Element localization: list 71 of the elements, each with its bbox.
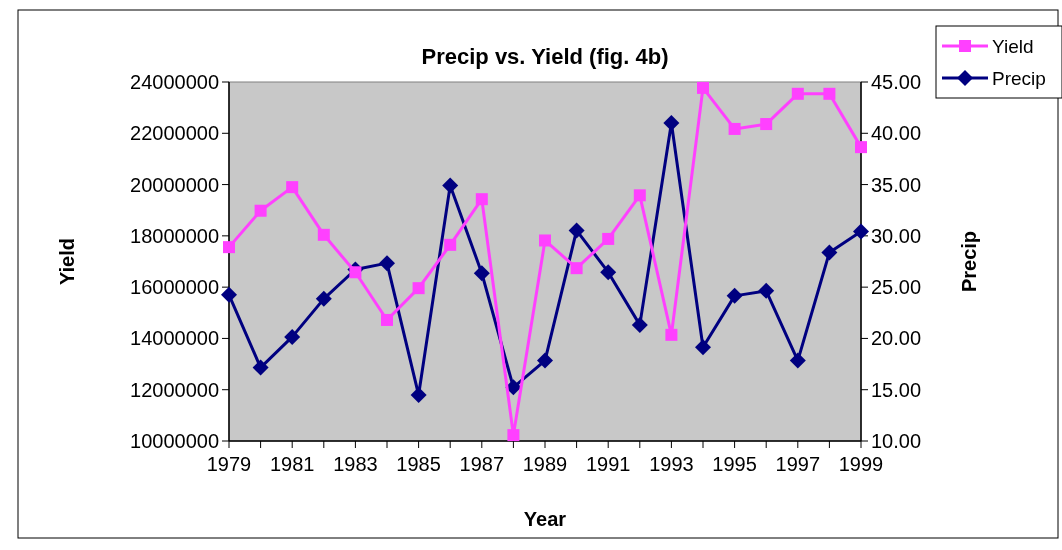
x-tick-label: 1997 [775, 453, 821, 475]
y2-tick-label: 40.00 [871, 122, 922, 145]
y2-tick-label: 20.00 [871, 327, 922, 350]
point [695, 339, 711, 356]
point [286, 181, 299, 194]
y-tick-label: 18000000 [130, 224, 219, 247]
y-tick-label: 24000000 [130, 71, 219, 93]
point [855, 141, 867, 154]
y2-tick-label: 25.00 [871, 276, 922, 299]
x-tick-label: 1987 [459, 453, 505, 475]
point [665, 328, 678, 341]
chart-title: Precip vs. Yield (fig. 4b) [421, 44, 669, 69]
point [568, 222, 585, 239]
point [853, 223, 869, 240]
point [633, 189, 646, 202]
x-tick-label: 1985 [396, 453, 441, 475]
y-tick-label: 14000000 [130, 327, 219, 350]
y-tick-label: 16000000 [130, 276, 219, 299]
point [442, 177, 459, 194]
point [697, 81, 709, 94]
x-tick-label: 1999 [838, 453, 884, 475]
point [223, 241, 235, 254]
point [475, 193, 488, 206]
point [570, 262, 583, 275]
y2-tick-label: 45.00 [871, 71, 922, 93]
point [473, 265, 490, 282]
x-tick-label: 1979 [206, 453, 252, 475]
point [537, 352, 553, 369]
x-axis-title: Year [523, 508, 567, 530]
point [789, 352, 806, 369]
point [252, 359, 269, 376]
point [254, 204, 267, 217]
point [379, 255, 395, 272]
x-tick-label: 1991 [585, 453, 631, 475]
point [726, 287, 743, 304]
point [728, 122, 741, 135]
point [602, 232, 615, 245]
y-tick-label: 10000000 [130, 430, 219, 452]
x-tick-label: 1981 [269, 453, 315, 475]
y2-tick-label: 35.00 [871, 173, 922, 196]
point [791, 87, 804, 100]
y2-tick-label: 30.00 [871, 224, 922, 247]
x-tick-label: 1989 [522, 453, 568, 475]
point [821, 244, 838, 261]
point [317, 228, 330, 241]
point [823, 87, 836, 100]
point [315, 290, 332, 307]
point [412, 282, 425, 295]
x-tick-label: 1993 [649, 453, 694, 475]
y-tick-label: 12000000 [130, 378, 219, 401]
point [349, 266, 362, 279]
point [539, 234, 551, 247]
y-axis-title: Yield [56, 237, 78, 286]
y-tick-label: 22000000 [130, 122, 219, 145]
point [760, 118, 773, 131]
point [631, 316, 648, 333]
point [381, 313, 393, 326]
x-tick-label: 1995 [712, 453, 757, 475]
point [444, 238, 457, 251]
x-tick-label: 1983 [333, 453, 378, 475]
y2-axis-title: Precip [958, 230, 980, 293]
y2-tick-label: 15.00 [871, 378, 922, 401]
point [507, 429, 520, 442]
y2-tick-label: 10.00 [871, 430, 922, 452]
y-tick-label: 20000000 [130, 173, 219, 196]
point [284, 328, 301, 345]
point [221, 286, 237, 303]
point [600, 264, 617, 281]
legend-label: Precip [992, 67, 1046, 89]
legend-label: Yield [992, 35, 1034, 57]
point [758, 282, 775, 299]
